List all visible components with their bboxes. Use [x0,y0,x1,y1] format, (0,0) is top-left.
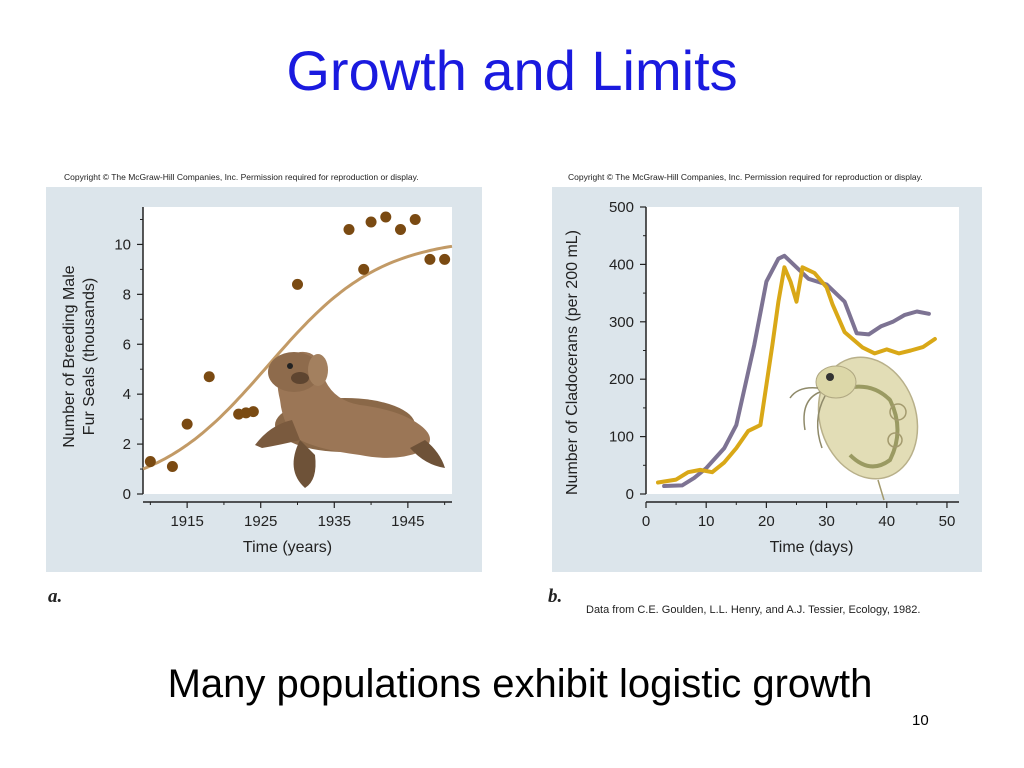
data-point [166,461,178,473]
logistic-fit-curve [142,244,453,471]
data-point [144,456,156,468]
data-credit: Data from C.E. Goulden, L.L. Henry, and … [586,604,921,616]
y-tick-label: 8 [123,286,131,303]
slide-title: Growth and Limits [286,39,738,102]
x-axis-title: Time (days) [770,539,854,556]
x-tick-label: 1915 [170,513,203,530]
data-point [292,278,303,290]
panel-a-copyright: Copyright © The McGraw-Hill Companies, I… [64,172,419,182]
data-point [181,418,193,430]
y-tick-label: 4 [123,386,131,403]
x-tick-label: 20 [758,513,775,530]
x-axis-title: Time (years) [243,539,332,556]
x-tick-label: 1925 [244,513,277,530]
y-tick-label: 6 [123,336,131,353]
series-line-2 [656,265,937,485]
fur-seal-illustration [255,351,445,488]
y-axis-title: Number of Cladocerans (per 200 mL) [564,230,581,495]
data-point [203,371,215,383]
y-tick-label: 500 [609,199,634,216]
y-tick-label: 100 [609,429,634,446]
y-tick-label: 200 [609,371,634,388]
slide-caption: Many populations exhibit logistic growth [167,662,873,706]
y-tick-label: 400 [609,256,634,273]
data-point [424,253,436,265]
data-point [247,406,259,418]
panel-b-letter: b. [548,586,563,607]
data-point [365,216,377,228]
x-tick-label: 40 [878,513,895,530]
y-axis-title: Number of Breeding Male Fur Seals (thousa… [61,265,98,447]
x-tick-label: 1935 [318,513,351,530]
data-point [343,223,355,235]
x-tick-label: 1945 [391,513,424,530]
y-tick-label: 0 [626,486,634,503]
data-point [380,211,392,223]
x-tick-label: 10 [698,513,715,530]
panel-a-letter: a. [48,586,63,607]
cladoceran-illustration [789,356,919,501]
x-tick-label: 30 [818,513,835,530]
page-number: 10 [912,712,929,729]
data-point [395,223,406,235]
y-tick-label: 0 [123,486,131,503]
y-tick-label: 2 [123,436,131,453]
panel-b-copyright: Copyright © The McGraw-Hill Companies, I… [568,172,923,182]
x-tick-label: 50 [939,513,956,530]
series-line-1 [662,253,931,488]
data-point [409,213,421,225]
data-point [439,253,451,265]
data-point [358,263,370,275]
x-tick-label: 0 [642,513,650,530]
y-tick-label: 10 [114,236,131,253]
y-tick-label: 300 [609,314,634,331]
